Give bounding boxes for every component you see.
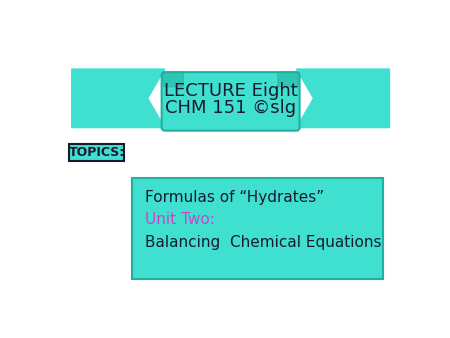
FancyBboxPatch shape	[162, 72, 300, 131]
Polygon shape	[72, 69, 165, 127]
Text: Unit Two:: Unit Two:	[144, 212, 215, 227]
FancyBboxPatch shape	[163, 72, 183, 87]
FancyBboxPatch shape	[278, 72, 298, 87]
Text: Balancing  Chemical Equations: Balancing Chemical Equations	[144, 235, 381, 250]
FancyBboxPatch shape	[132, 178, 383, 279]
Text: Formulas of “Hydrates”: Formulas of “Hydrates”	[144, 190, 324, 205]
Text: TOPICS:: TOPICS:	[68, 146, 125, 159]
Text: CHM 151 ©slg: CHM 151 ©slg	[165, 99, 296, 117]
Text: LECTURE Eight: LECTURE Eight	[164, 81, 297, 100]
Polygon shape	[297, 69, 390, 127]
FancyBboxPatch shape	[69, 144, 124, 161]
